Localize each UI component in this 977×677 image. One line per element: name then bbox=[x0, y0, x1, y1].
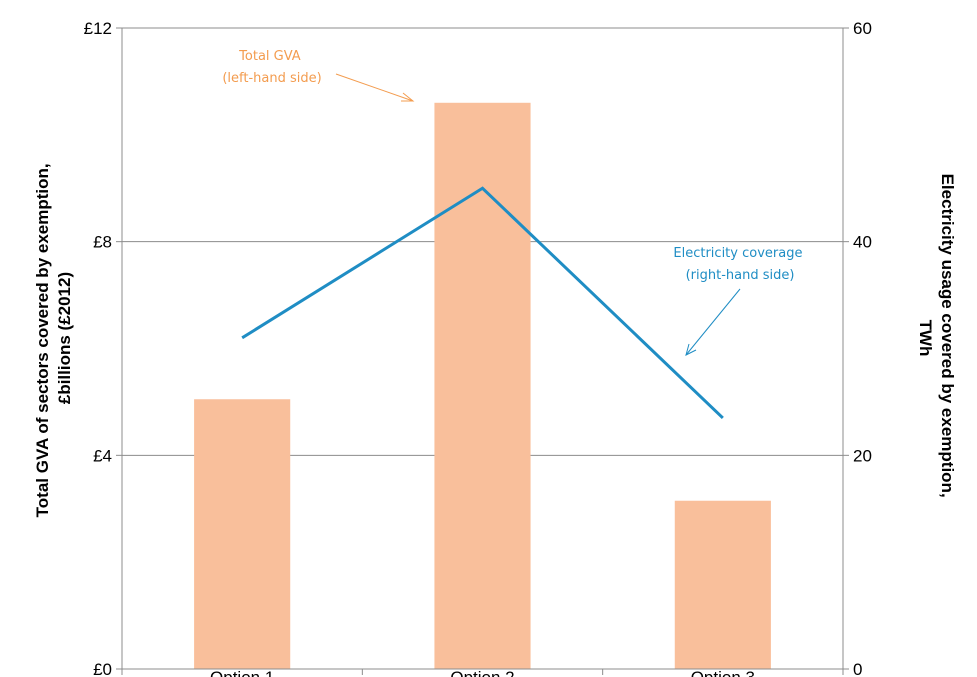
annotation-electricity-arrow bbox=[685, 288, 741, 356]
right-axis-title-line1: Electricity usage covered by exemption, bbox=[938, 174, 957, 498]
annotation-total-gva: Total GVA (left-hand side) bbox=[222, 49, 321, 86]
right-tick-label: 40 bbox=[853, 233, 872, 252]
left-tick-label: £4 bbox=[93, 446, 112, 465]
left-tick-label: £12 bbox=[84, 19, 112, 38]
left-tick-label: £8 bbox=[93, 233, 112, 252]
bar-1 bbox=[194, 399, 291, 669]
right-tick-label: 60 bbox=[853, 19, 872, 38]
bar-2 bbox=[434, 102, 531, 670]
x-tick-label: Option 2 bbox=[450, 668, 514, 677]
annotation-total-gva-line1: Total GVA bbox=[238, 49, 301, 64]
left-axis-title-line1: Total GVA of sectors covered by exemptio… bbox=[33, 163, 52, 517]
annotation-total-gva-line2: (left-hand side) bbox=[222, 71, 321, 86]
left-axis-title: Total GVA of sectors covered by exemptio… bbox=[33, 159, 74, 518]
annotation-total-gva-arrow bbox=[335, 73, 415, 102]
annotation-electricity-line2: (right-hand side) bbox=[686, 268, 795, 283]
right-axis-title: Electricity usage covered by exemption, … bbox=[916, 174, 957, 503]
right-tick-label: 0 bbox=[853, 660, 862, 677]
x-tick-label: Option 3 bbox=[691, 668, 755, 677]
right-axis-title-line2: TWh bbox=[916, 320, 935, 357]
right-tick-label: 20 bbox=[853, 446, 872, 465]
line-series bbox=[241, 186, 724, 420]
tick-labels: £0 £4 £8 £12 0 20 40 60 Option 1 Option 2 Option 3 bbox=[84, 19, 872, 677]
left-tick-label: £0 bbox=[93, 660, 112, 677]
annotation-electricity-line1: Electricity coverage bbox=[673, 246, 802, 261]
annotation-electricity: Electricity coverage (right-hand side) bbox=[673, 246, 806, 283]
bars bbox=[194, 102, 771, 670]
left-axis-title-line2: £billions (£2012) bbox=[55, 272, 74, 404]
axes bbox=[116, 27, 849, 675]
x-tick-label: Option 1 bbox=[210, 668, 274, 677]
bar-3 bbox=[674, 500, 771, 669]
